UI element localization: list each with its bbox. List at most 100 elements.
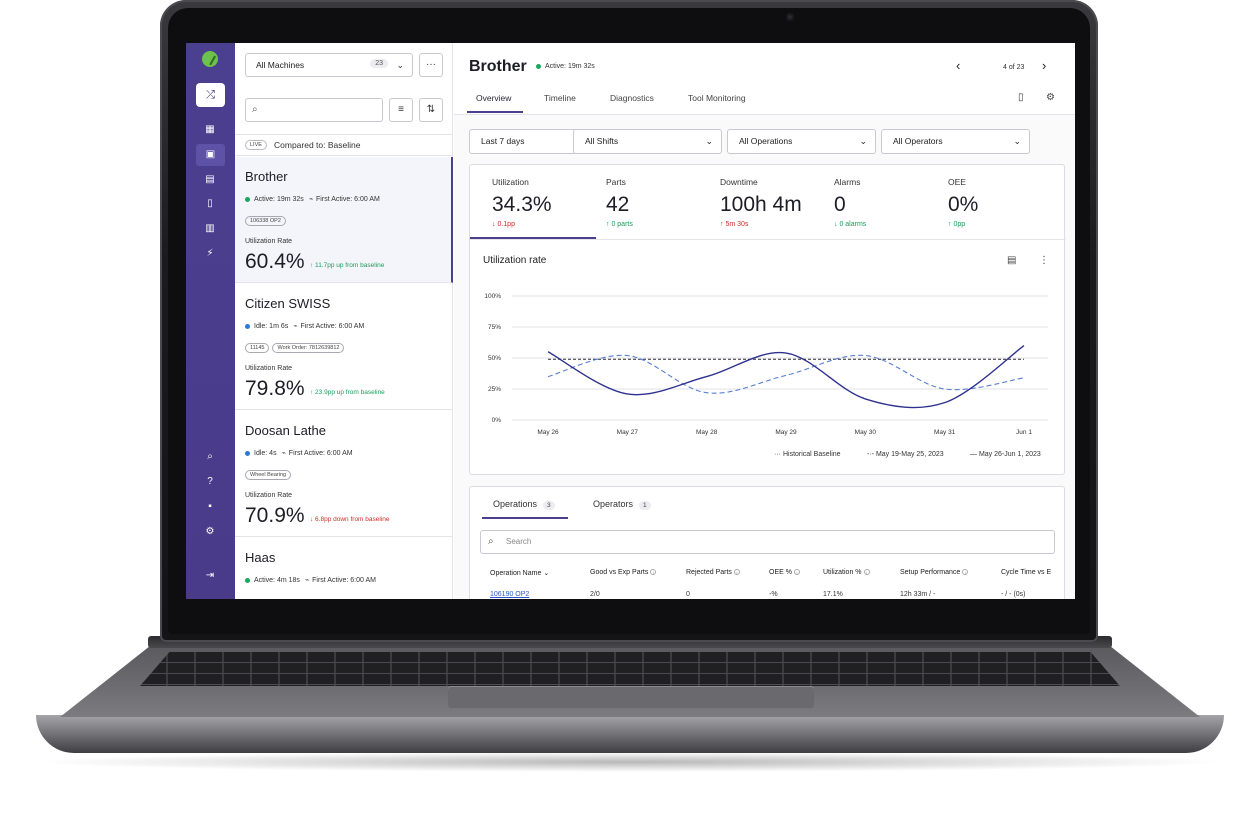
operator-value: All Operators: [893, 136, 943, 146]
pulse-icon: ⌁: [293, 323, 298, 330]
machine-tags: 106338 OP2: [245, 215, 289, 226]
cell-utilization: 17.1%: [823, 591, 843, 598]
table-view-icon[interactable]: ▤: [1007, 255, 1017, 266]
tag: 11145: [245, 343, 270, 353]
kpi-value: 42: [606, 193, 630, 216]
operation-select[interactable]: All Operations ⌄: [727, 129, 876, 154]
machine-filter-label: All Machines: [256, 60, 305, 70]
comparison-bar: LIVE Compared to: Baseline: [235, 134, 453, 156]
next-machine-icon[interactable]: ›: [1042, 58, 1047, 73]
logout-icon[interactable]: ⇥: [205, 570, 215, 581]
lightning-icon[interactable]: ⚡: [206, 248, 214, 259]
detail-header: Brother Active: 19m 32s ‹ 4 of 23 › Over…: [454, 43, 1075, 115]
machine-card-doosan-lathe[interactable]: Doosan Lathe Idle: 4s ⌁ First Active: 6:00…: [235, 411, 453, 537]
idle-status-dot: [245, 450, 250, 456]
kpi-oee[interactable]: OEE 0% ↑ 0pp: [940, 177, 1054, 237]
status-text: Active: 19m 32s: [254, 196, 304, 203]
previous-machine-icon[interactable]: ‹: [956, 58, 961, 73]
shuffle-icon[interactable]: ⤮: [196, 83, 225, 107]
tab-tool-monitoring[interactable]: Tool Monitoring: [688, 93, 746, 103]
search-icon[interactable]: ⌕: [207, 451, 213, 462]
operations-search-input[interactable]: ⌕ Search: [480, 530, 1055, 554]
tablet-icon[interactable]: ▯: [1018, 92, 1024, 103]
utilization-rate-label: Utilization Rate: [245, 492, 293, 499]
kpi-value: 100h 4m: [720, 193, 802, 216]
utilization-rate-value: 70.9%: [245, 504, 305, 527]
kpi-utilization[interactable]: Utilization 34.3% ↓ 0.1pp: [484, 177, 598, 237]
more-options-button[interactable]: ···: [419, 53, 443, 77]
machine-detail-panel: Brother Active: 19m 32s ‹ 4 of 23 › Over…: [454, 43, 1075, 599]
settings-gear-icon[interactable]: ⚙: [205, 526, 215, 537]
settings-gear-icon[interactable]: ⚙: [1046, 92, 1055, 103]
app-logo-icon[interactable]: [202, 51, 218, 67]
legend-item-previous: -·- May 19-May 25, 2023: [867, 451, 944, 458]
column-header-cycle-time[interactable]: Cycle Time vs E: [1001, 569, 1051, 576]
column-header-oee[interactable]: OEE % i: [769, 569, 800, 576]
kpi-divider: [470, 239, 1066, 240]
status-text: Active: 4m 18s: [254, 577, 300, 584]
calendar-icon[interactable]: ▤: [205, 174, 215, 185]
machines-icon[interactable]: ▣: [196, 144, 225, 166]
operation-value: All Operations: [739, 136, 793, 146]
machine-search-input[interactable]: ⌕: [245, 98, 383, 122]
legend-label: May 26-Jun 1, 2023: [978, 451, 1041, 458]
tag: Work Order: 7812639812: [272, 343, 345, 353]
x-tick-label: May 26: [537, 429, 559, 436]
machine-filter-dropdown[interactable]: All Machines 23 ⌄: [245, 53, 413, 77]
tab-diagnostics[interactable]: Diagnostics: [610, 93, 654, 103]
tab-operators[interactable]: Operators 1: [593, 499, 651, 510]
dashboard-chart-icon[interactable]: ▦: [205, 124, 215, 135]
machine-card-haas[interactable]: Haas Active: 4m 18s ⌁ First Active: 6:00 A…: [235, 538, 453, 599]
machine-card-brother[interactable]: Brother Active: 19m 32s ⌁ First Active: 6:…: [235, 157, 453, 283]
header-text: Utilization %: [823, 569, 862, 576]
column-header-rejected[interactable]: Rejected Parts i: [686, 569, 740, 576]
laptop-keyboard: [140, 652, 1120, 686]
cell-cycle-time: - / - (0s): [1001, 591, 1026, 598]
shift-select[interactable]: All Shifts ⌄: [573, 129, 722, 154]
kebab-menu-icon[interactable]: ⋮: [1039, 255, 1049, 266]
help-icon[interactable]: ?: [207, 476, 213, 487]
search-placeholder: Search: [506, 537, 532, 546]
document-icon[interactable]: ▯: [207, 198, 213, 209]
tag: Wheel Bearing: [245, 470, 292, 480]
machine-name: Doosan Lathe: [245, 423, 326, 438]
column-header-operation-name[interactable]: Operation Name ⌄: [490, 569, 549, 577]
tab-overview[interactable]: Overview: [476, 93, 512, 103]
series-line-solid: [547, 345, 1025, 409]
kpi-alarms[interactable]: Alarms 0 ↓ 0 alarms: [826, 177, 940, 237]
tab-operations-label: Operations: [493, 499, 538, 509]
filter-icon[interactable]: ≡: [389, 98, 413, 122]
chevron-down-icon: ⌄: [859, 136, 867, 146]
compared-to-label[interactable]: Compared to: Baseline: [274, 140, 361, 150]
cell-oee: -%: [769, 591, 778, 598]
first-active-text: First Active: 6:00 AM: [316, 196, 380, 203]
kpi-value: 0: [834, 193, 846, 216]
tab-operations[interactable]: Operations 3: [493, 499, 555, 510]
bar-chart-icon[interactable]: ▥: [205, 223, 215, 234]
live-badge: LIVE: [245, 140, 267, 150]
kpi-downtime[interactable]: Downtime 100h 4m ↑ 5m 30s: [712, 177, 826, 237]
sort-icon[interactable]: ⇅: [419, 98, 443, 122]
kpi-value: 0%: [948, 193, 979, 216]
x-tick-label: May 27: [617, 429, 639, 436]
machine-list-panel: All Machines 23 ⌄ ··· ⌕ ≡ ⇅ LIVE Compare…: [235, 43, 453, 599]
first-active-text: First Active: 6:00 AM: [288, 450, 353, 457]
cell-operation-name[interactable]: 106190 OP2: [490, 591, 530, 598]
x-tick-label: May 30: [855, 429, 877, 436]
machine-card-citizen-swiss[interactable]: Citizen SWISS Idle: 1m 6s ⌁ First Active: …: [235, 284, 453, 410]
column-header-setup[interactable]: Setup Performance i: [900, 569, 969, 576]
operator-select[interactable]: All Operators ⌄: [881, 129, 1030, 154]
kpi-parts[interactable]: Parts 42 ↑ 0 parts: [598, 177, 712, 237]
column-header-good-vs-exp[interactable]: Good vs Exp Parts i: [590, 569, 657, 576]
lock-icon[interactable]: ▪: [208, 501, 212, 512]
active-status-dot: [536, 63, 541, 69]
column-header-utilization[interactable]: Utilization % i: [823, 569, 870, 576]
count-badge: 3: [543, 501, 555, 510]
tab-timeline[interactable]: Timeline: [544, 93, 576, 103]
utilization-delta: ↓ 6.8pp down from baseline: [310, 516, 390, 523]
legend-swatch-dotted: ···: [774, 451, 781, 458]
date-range-value: Last 7 days: [481, 136, 525, 146]
webcam: [786, 13, 794, 21]
series-line-dashed: [547, 354, 1025, 394]
utilization-rate-value: 60.4%: [245, 250, 305, 273]
